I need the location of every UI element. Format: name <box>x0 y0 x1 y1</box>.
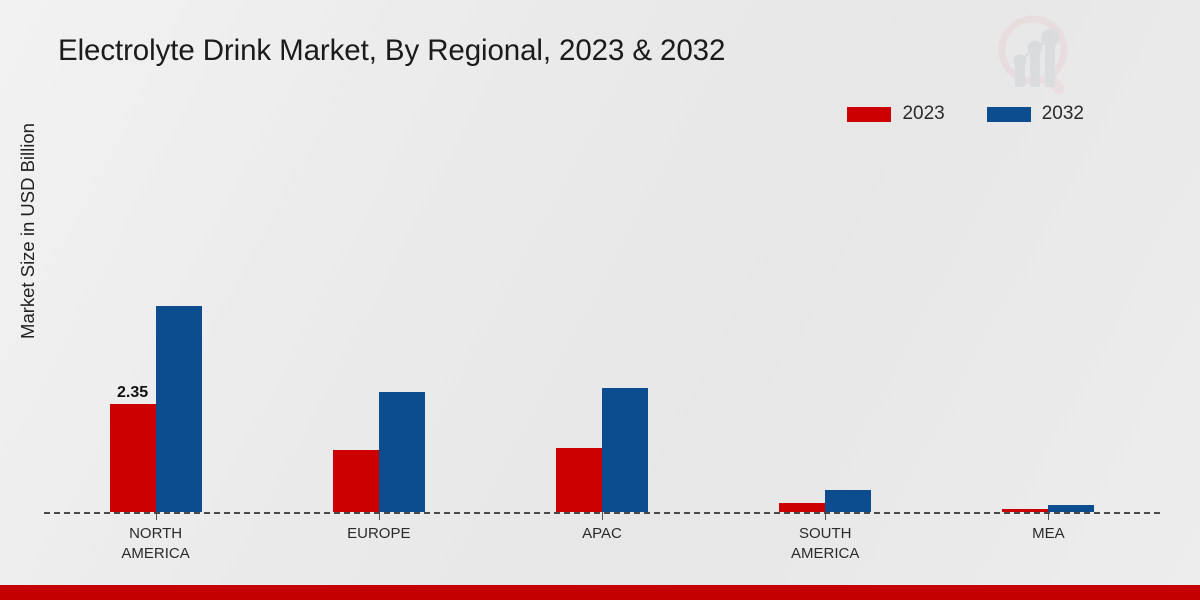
bar-2023-mea[interactable] <box>1002 508 1049 512</box>
bar-2032-north-america[interactable] <box>155 305 202 512</box>
x-axis-label-mea: MEA <box>1032 524 1065 544</box>
bar-2032-south-america[interactable] <box>825 490 872 512</box>
y-axis-title: Market Size in USD Billion <box>17 123 38 339</box>
bar-2032-apac[interactable] <box>602 388 648 512</box>
bar-group: EUROPE <box>267 150 490 542</box>
x-axis-label-north-america: NORTH AMERICA <box>121 524 189 564</box>
bar-2023-north-america[interactable]: 2.35 <box>109 384 156 512</box>
x-axis-tick <box>378 512 380 520</box>
x-axis-label-line: SOUTH <box>798 525 852 542</box>
bar-pair <box>1002 505 1095 512</box>
bar-2023-apac[interactable] <box>556 448 602 512</box>
x-axis-label-europe: EUROPE <box>347 524 410 544</box>
legend-label-2032: 2032 <box>1041 103 1084 124</box>
x-axis-label-line: NORTH <box>129 525 183 542</box>
legend-item-2023[interactable]: 2023 <box>847 103 945 125</box>
chart-title: Electrolyte Drink Market, By Regional, 2… <box>58 34 726 67</box>
x-axis-label-line: APAC <box>582 525 622 542</box>
bar-pair <box>779 490 872 512</box>
x-axis-label-apac: APAC <box>582 524 622 544</box>
x-axis-tick <box>1048 512 1050 520</box>
x-axis-label-line: MEA <box>1032 525 1065 542</box>
legend-swatch-2032 <box>986 106 1031 122</box>
plot-area: 2.35 NORTH AMERICA EUROPE APAC SOUTH AMERICA ME… <box>44 150 1160 562</box>
bar-value-label: 2.35 <box>117 384 149 402</box>
x-axis-label-line: EUROPE <box>347 525 411 542</box>
x-axis-tick <box>602 512 603 520</box>
x-axis-tick <box>825 512 827 520</box>
legend-item-2032[interactable]: 2032 <box>986 103 1084 125</box>
bar-pair: 2.35 <box>109 305 202 512</box>
chart-legend: 2023 2032 <box>847 103 1084 125</box>
bar-group: MEA <box>937 150 1160 542</box>
x-axis-tick <box>155 512 157 520</box>
footer-accent-bar <box>0 585 1200 600</box>
bar-group: SOUTH AMERICA <box>714 150 937 562</box>
x-axis-label-south-america: SOUTH AMERICA <box>791 524 859 564</box>
bar-group: 2.35 NORTH AMERICA <box>44 150 267 562</box>
bar-pair <box>332 392 425 512</box>
bar-pair <box>556 388 648 512</box>
watermark-logo <box>998 15 1068 95</box>
bar-group: APAC <box>490 150 713 542</box>
bar-2032-mea[interactable] <box>1048 505 1095 512</box>
legend-label-2023: 2023 <box>902 103 945 124</box>
bar-2023-europe[interactable] <box>332 450 379 512</box>
bar-2023-south-america[interactable] <box>779 502 826 512</box>
x-axis-baseline <box>44 512 1160 514</box>
x-axis-label-line: AMERICA <box>121 545 190 562</box>
bar-groups: 2.35 NORTH AMERICA EUROPE APAC SOUTH AMERICA ME… <box>44 150 1160 562</box>
bar-2032-europe[interactable] <box>378 392 425 512</box>
x-axis-label-line: AMERICA <box>791 545 860 562</box>
legend-swatch-2023 <box>847 106 892 122</box>
